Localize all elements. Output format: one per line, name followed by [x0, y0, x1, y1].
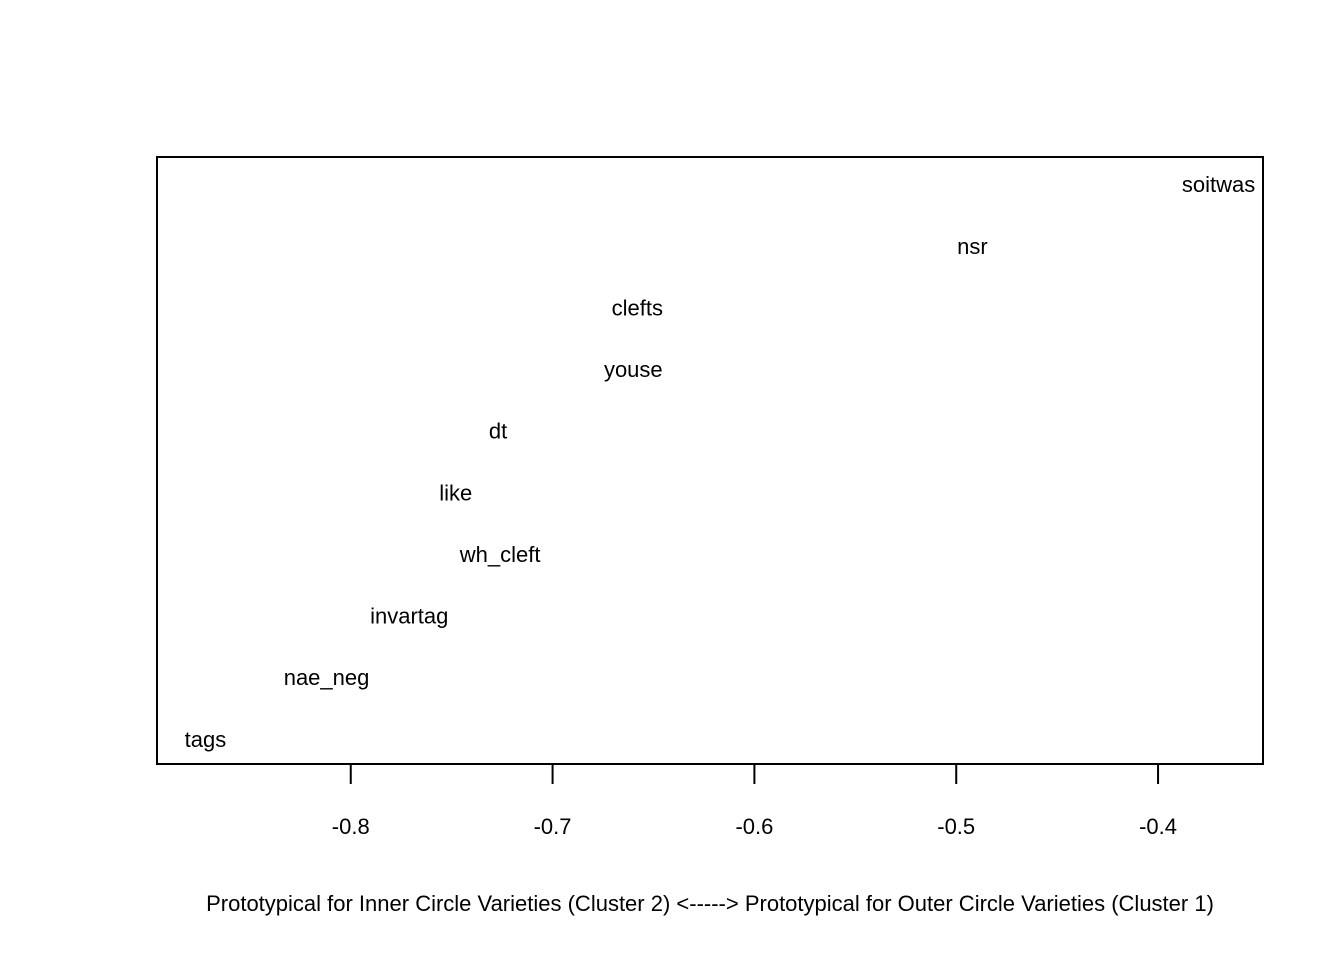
- point-label-youse: youse: [604, 357, 663, 382]
- point-label-nsr: nsr: [957, 234, 988, 259]
- point-label-dt: dt: [489, 419, 507, 444]
- point-label-clefts: clefts: [612, 295, 663, 320]
- point-label-wh-cleft: wh_cleft: [459, 542, 541, 567]
- x-axis: -0.8 -0.7 -0.6 -0.5 -0.4: [332, 764, 1177, 839]
- point-label-like: like: [439, 480, 472, 505]
- x-tick-label: -0.8: [332, 814, 370, 839]
- x-tick-label: -0.4: [1139, 814, 1177, 839]
- x-tick-label: -0.5: [937, 814, 975, 839]
- point-label-nae-neg: nae_neg: [284, 665, 370, 690]
- plot-frame: [156, 156, 1264, 765]
- point-labels: tags nae_neg invartag wh_cleft like dt youse cl…: [185, 172, 1256, 752]
- point-label-tags: tags: [185, 727, 227, 752]
- point-label-invartag: invartag: [370, 604, 448, 629]
- x-tick-label: -0.7: [534, 814, 572, 839]
- x-axis-label: Prototypical for Inner Circle Varieties …: [206, 891, 1214, 916]
- point-label-soitwas: soitwas: [1182, 172, 1255, 197]
- x-tick-label: -0.6: [735, 814, 773, 839]
